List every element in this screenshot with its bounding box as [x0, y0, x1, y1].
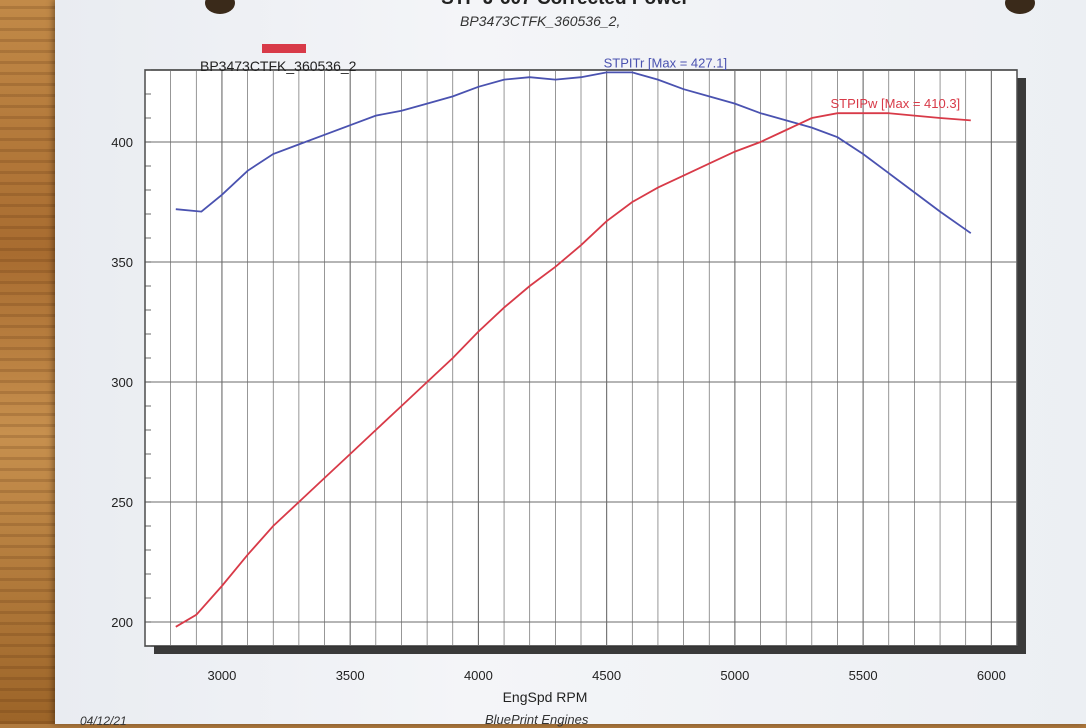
- series-lines: [175, 71, 972, 628]
- x-tick-label: 4000: [464, 668, 493, 683]
- punch-hole-right: [1005, 0, 1035, 14]
- series-annotations: STPITr [Max = 427.1] STPIPw [Max = 410.3]: [604, 55, 961, 111]
- x-tick-label: 3500: [336, 668, 365, 683]
- y-tick-labels: 200 250 300 350 400: [111, 135, 133, 630]
- x-tick-label: 5000: [720, 668, 749, 683]
- series-line-STPIPw: [175, 112, 971, 628]
- series-annotation-STPIPw: STPIPw [Max = 410.3]: [830, 96, 960, 111]
- punch-hole-left: [205, 0, 235, 14]
- footer-company: BluePrint Engines: [485, 712, 589, 727]
- chart-title: STP J-607 Corrected Power: [355, 0, 775, 10]
- x-tick-label: 6000: [977, 668, 1006, 683]
- series-line-STPITr: [175, 71, 972, 234]
- x-tick-label: 4500: [592, 668, 621, 683]
- x-tick-labels: 3000 3500 4000 4500 5000 5500 6000: [207, 668, 1005, 683]
- x-axis-label: EngSpd RPM: [503, 689, 588, 705]
- legend-label: BP3473CTFK_360536_2: [200, 58, 357, 74]
- chart-subtitle: BP3473CTFK_360536_2,: [460, 13, 621, 29]
- series-annotation-STPITr: STPITr [Max = 427.1]: [604, 55, 727, 70]
- grid-lines: [144, 69, 1018, 647]
- y-tick-label: 350: [111, 255, 133, 270]
- legend-swatch: [262, 44, 306, 53]
- y-tick-label: 250: [111, 495, 133, 510]
- y-tick-label: 400: [111, 135, 133, 150]
- y-tick-label: 200: [111, 615, 133, 630]
- x-tick-label: 5500: [849, 668, 878, 683]
- x-tick-label: 3000: [207, 668, 236, 683]
- footer-date: 04/12/21: [80, 714, 127, 728]
- y-tick-label: 300: [111, 375, 133, 390]
